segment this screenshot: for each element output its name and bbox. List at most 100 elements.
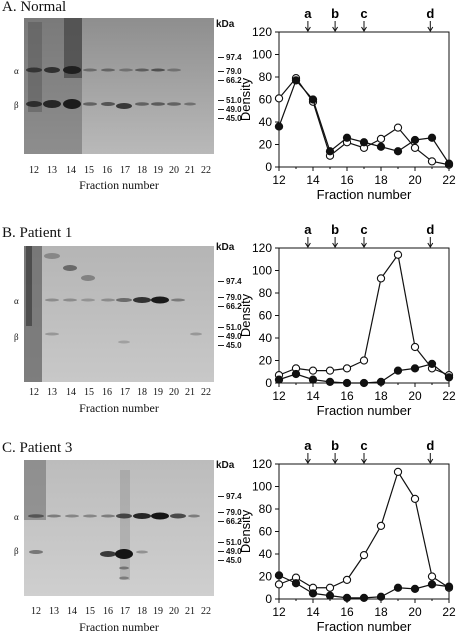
y-tick-label: 80 (259, 286, 273, 300)
marker-51: 51.0 (218, 96, 242, 105)
lane-numbers: 12 13 14 15 16 17 18 19 20 21 22 (24, 165, 214, 177)
y-tick-label: 120 (252, 25, 272, 39)
marker-51: 51.0 (218, 323, 242, 332)
kda-label: kDa (216, 242, 235, 253)
data-point-open (410, 342, 420, 352)
lane-number: 17 (120, 387, 130, 398)
data-point-filled (291, 579, 301, 588)
gel-blot (24, 246, 214, 382)
data-point-filled (410, 135, 420, 145)
data-point-open (274, 580, 284, 589)
panel-title: C. Patient 3 (2, 440, 73, 456)
y-tick-label: 0 (265, 160, 272, 174)
y-tick-label: 100 (252, 48, 272, 62)
lane-number: 12 (29, 387, 39, 398)
data-point-open (325, 583, 335, 592)
data-point-open (308, 366, 318, 375)
lane-number: 15 (84, 165, 94, 176)
marker-49: 49.0 (218, 332, 242, 341)
lane-number: 19 (153, 606, 163, 617)
marker-66: 66.2 (218, 302, 242, 311)
annotation-arrowhead (332, 26, 339, 32)
lane-number: 20 (169, 387, 179, 398)
y-tick-label: 120 (252, 457, 272, 471)
data-point-filled (342, 378, 352, 388)
lane-number: 22 (201, 387, 211, 398)
x-tick-label: 20 (408, 605, 422, 619)
y-tick-label: 40 (259, 547, 273, 561)
lane-number: 15 (85, 606, 95, 617)
y-axis-label: Density (238, 293, 253, 337)
marker-97: 97.4 (218, 277, 242, 286)
annotation-arrowhead (427, 458, 434, 464)
y-tick-label: 100 (252, 264, 272, 278)
x-tick-label: 12 (272, 173, 286, 187)
panel-title: A. Normal (2, 0, 67, 15)
data-point-filled (274, 375, 284, 384)
kda-label: kDa (216, 460, 235, 471)
data-point-filled (342, 593, 352, 603)
lane-number: 18 (137, 165, 147, 176)
annotation-b: b (331, 438, 339, 453)
panel-title: B. Patient 1 (2, 225, 73, 241)
lane-number: 12 (29, 165, 39, 176)
y-tick-label: 60 (259, 525, 273, 539)
lane-number: 19 (153, 165, 163, 176)
x-tick-label: 22 (442, 389, 456, 403)
data-point-filled (376, 592, 386, 601)
alpha-label: α (14, 66, 19, 76)
annotation-arrowhead (427, 26, 434, 32)
y-tick-label: 40 (259, 115, 273, 129)
data-point-open (359, 550, 369, 560)
data-point-filled (376, 377, 386, 387)
x-tick-label: 14 (306, 605, 320, 619)
alpha-label: α (14, 296, 19, 306)
lane-number: 21 (185, 165, 195, 176)
lane-number: 21 (185, 387, 195, 398)
lane-number: 18 (137, 606, 147, 617)
lane-number: 16 (103, 606, 113, 617)
marker-79: 79.0 (218, 67, 242, 76)
data-point-filled (410, 584, 420, 594)
marker-97: 97.4 (218, 53, 242, 62)
annotation-arrowhead (332, 242, 339, 248)
data-point-filled (410, 364, 420, 373)
lane-number: 14 (66, 387, 76, 398)
annotation-b: b (331, 222, 339, 237)
lane-number: 21 (185, 606, 195, 617)
y-tick-label: 20 (259, 570, 273, 584)
y-tick-label: 80 (259, 70, 273, 84)
density-chart-a: 0 20 40 60 80 100 120 12 14 16 18 20 22 Fraction numb… (238, 6, 456, 202)
data-point-filled (359, 378, 369, 388)
annotation-c: c (360, 222, 367, 237)
alpha-label: α (14, 512, 19, 522)
x-axis-label: Fraction number (317, 187, 412, 202)
y-tick-label: 60 (259, 309, 273, 323)
data-point-filled (427, 133, 437, 142)
data-point-filled (393, 147, 403, 156)
x-axis-label: Fraction number (317, 403, 412, 418)
x-tick-label: 16 (340, 173, 354, 187)
gel-image (24, 246, 214, 382)
annotation-b: b (331, 6, 339, 21)
annotation-a: a (304, 438, 312, 453)
lane-number: 15 (84, 387, 94, 398)
annotation-arrowhead (304, 26, 311, 32)
data-point-filled (427, 359, 437, 369)
lane-number: 18 (137, 387, 147, 398)
data-point-filled (308, 375, 318, 384)
lane-number: 13 (47, 165, 57, 176)
data-point-filled (444, 373, 454, 382)
y-tick-label: 120 (252, 241, 272, 255)
data-point-open (359, 356, 369, 365)
data-point-open (376, 521, 386, 531)
gel-image (24, 460, 214, 596)
lane-numbers: 12 13 14 15 16 17 18 19 20 21 22 (24, 606, 214, 618)
data-point-open (393, 123, 403, 132)
y-axis-label: Density (238, 509, 253, 553)
lane-number: 19 (153, 387, 163, 398)
data-point-filled (359, 138, 369, 147)
annotation-a: a (304, 222, 312, 237)
marker-66: 66.2 (218, 76, 242, 85)
data-point-filled (444, 159, 454, 168)
